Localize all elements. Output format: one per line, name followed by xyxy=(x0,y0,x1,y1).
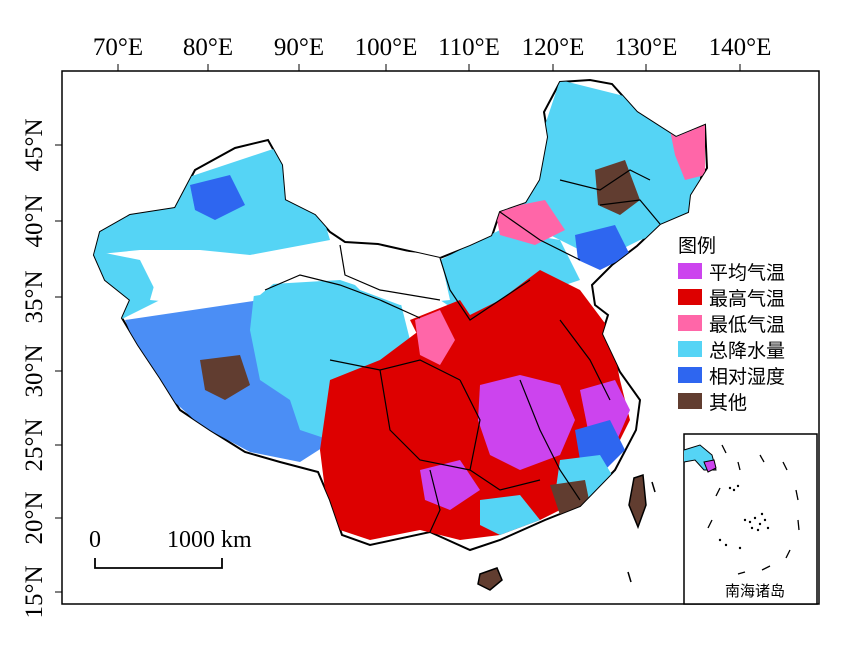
scale-bar-zero: 0 xyxy=(89,527,101,553)
longitude-labels: 70°E 80°E 90°E 100°E 110°E 120°E 130°E 1… xyxy=(93,34,772,61)
lon-label-140: 140°E xyxy=(709,34,772,61)
lat-label-20: 20°N xyxy=(21,491,48,544)
region-other-tibet xyxy=(200,355,250,400)
region-tmean-central xyxy=(478,375,575,470)
region-humidity-northeast xyxy=(575,225,630,270)
lat-label-15: 15°N xyxy=(21,565,48,618)
region-precip-guangdong xyxy=(480,495,540,535)
legend-swatch-tmin xyxy=(678,315,702,331)
lon-label-80: 80°E xyxy=(183,34,233,61)
region-white-tarim xyxy=(150,255,290,305)
scale-bar-line xyxy=(94,558,223,569)
region-tmin-northeast xyxy=(495,200,565,245)
inset-islands xyxy=(718,484,770,550)
legend-label-precip: 总降水量 xyxy=(709,340,785,362)
lat-label-40: 40°N xyxy=(21,194,48,247)
inset-label: 南海诸岛 xyxy=(725,582,785,600)
legend-label-other: 其他 xyxy=(709,392,747,414)
lat-label-35: 35°N xyxy=(21,270,48,323)
latitude-labels: 15°N 20°N 25°N 30°N 35°N 40°N 45°N xyxy=(21,118,48,618)
legend-label-humidity: 相对湿度 xyxy=(709,366,785,388)
legend-title: 图例 xyxy=(678,235,716,257)
legend-label-tmax: 最高气温 xyxy=(709,288,785,310)
region-tmin-north xyxy=(415,310,455,365)
tick-marks xyxy=(55,64,741,593)
region-tmin-northeast-2 xyxy=(670,125,705,180)
lat-label-45: 45°N xyxy=(21,118,48,171)
lat-label-30: 30°N xyxy=(21,344,48,397)
region-humidity-xinjiang xyxy=(190,175,245,220)
inset-hainan xyxy=(703,459,717,473)
island-taiwan xyxy=(628,473,647,530)
lon-label-120: 120°E xyxy=(522,34,585,61)
region-white-inner xyxy=(340,245,450,305)
region-tmean-south xyxy=(420,460,480,510)
legend-label-tmean: 平均气温 xyxy=(709,262,785,284)
lon-label-130: 130°E xyxy=(615,34,678,61)
scale-bar: 0 1000 km xyxy=(89,527,252,569)
legend-swatch-humidity xyxy=(678,367,702,383)
map-frame xyxy=(61,70,820,605)
legend-swatch-tmax xyxy=(678,289,702,305)
legend: 图例 平均气温 最高气温 最低气温 总降水量 相对湿度 其他 xyxy=(672,230,817,422)
lon-label-100: 100°E xyxy=(355,34,418,61)
lon-label-70: 70°E xyxy=(93,34,143,61)
legend-swatch-tmean xyxy=(678,263,702,279)
legend-swatch-other xyxy=(678,393,702,409)
region-tmax-south xyxy=(320,270,630,540)
legend-swatch-precip xyxy=(678,341,702,357)
lon-label-90: 90°E xyxy=(274,34,324,61)
scale-bar-distance: 1000 km xyxy=(167,527,252,553)
province-boundaries xyxy=(264,169,661,533)
island-hainan xyxy=(477,567,503,591)
legend-label-tmin: 最低气温 xyxy=(709,314,785,336)
region-precip-north xyxy=(440,230,580,320)
boundary-dashes xyxy=(627,481,656,583)
lat-label-25: 25°N xyxy=(21,418,48,471)
lon-label-110: 110°E xyxy=(438,34,500,61)
inset-south-china-sea: 南海诸岛 xyxy=(683,433,818,605)
inset-dashes xyxy=(707,444,800,575)
